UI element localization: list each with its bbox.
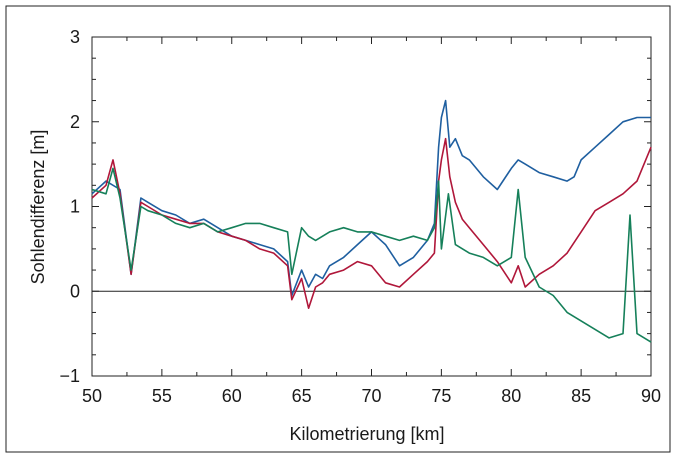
x-tick-label: 55 (152, 386, 172, 406)
x-tick-label: 80 (501, 386, 521, 406)
series-line-2 (91, 137, 652, 310)
chart-border (5, 5, 671, 453)
y-axis-label: Sohlendifferenz [m] (28, 130, 48, 285)
series-line-3 (91, 167, 652, 343)
x-tick-label: 70 (361, 386, 381, 406)
y-tick-label: 0 (70, 281, 80, 301)
y-tick-label: 3 (70, 27, 80, 47)
y-tick-label: 2 (70, 112, 80, 132)
x-tick-label: 75 (431, 386, 451, 406)
y-tick-label: 1 (70, 197, 80, 217)
x-tick-label: 90 (641, 386, 661, 406)
x-tick-label: 60 (222, 386, 242, 406)
x-axis-label: Kilometrierung [km] (289, 424, 444, 444)
x-tick-label: 85 (571, 386, 591, 406)
x-tick-label: 65 (292, 386, 312, 406)
series-line-1 (91, 99, 651, 297)
x-tick-label: 50 (82, 386, 102, 406)
y-tick-label: −1 (59, 366, 80, 386)
plot-area-frame (91, 36, 652, 377)
